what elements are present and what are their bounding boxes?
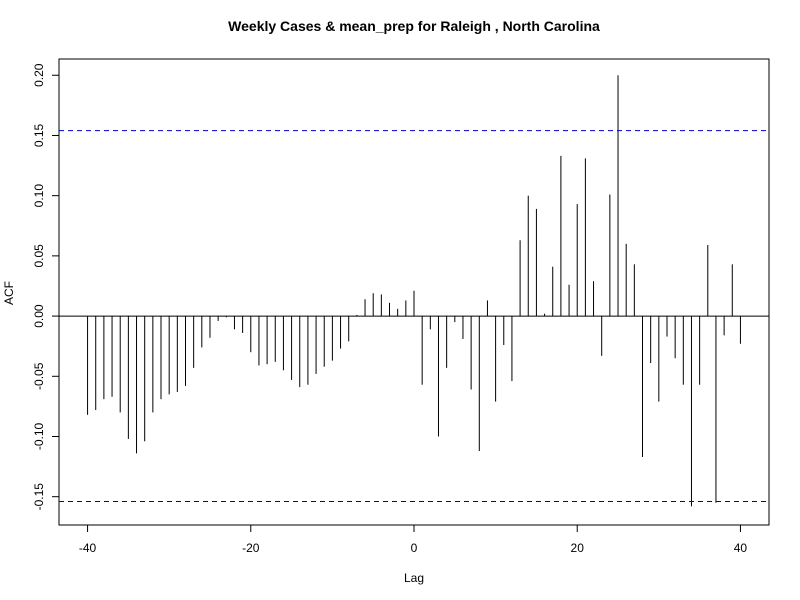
y-tick-label: 0.10 bbox=[32, 184, 46, 208]
x-axis: -40 -20 0 20 40 bbox=[79, 524, 748, 555]
y-tick-label: 0.20 bbox=[32, 63, 46, 87]
y-tick-label: 0.00 bbox=[32, 304, 46, 328]
y-tick-label: 0.05 bbox=[32, 244, 46, 268]
y-axis: -0.15 -0.10 -0.05 0.00 0.05 0.10 0.15 0.20 bbox=[32, 63, 60, 511]
y-tick-label: -0.15 bbox=[32, 483, 46, 511]
y-tick-label: 0.15 bbox=[32, 123, 46, 147]
x-tick-label: 0 bbox=[411, 541, 418, 555]
x-tick-label: 20 bbox=[571, 541, 585, 555]
x-tick-label: -40 bbox=[79, 541, 97, 555]
x-axis-label: Lag bbox=[404, 571, 424, 585]
x-tick-label: 40 bbox=[734, 541, 748, 555]
y-tick-label: -0.05 bbox=[32, 362, 46, 390]
acf-bars bbox=[59, 75, 769, 507]
y-tick-label: -0.10 bbox=[32, 422, 46, 450]
confidence-bounds bbox=[59, 130, 769, 503]
chart-title: Weekly Cases & mean_prep for Raleigh , N… bbox=[228, 18, 600, 34]
y-axis-label: ACF bbox=[2, 281, 16, 305]
x-tick-label: -20 bbox=[242, 541, 260, 555]
